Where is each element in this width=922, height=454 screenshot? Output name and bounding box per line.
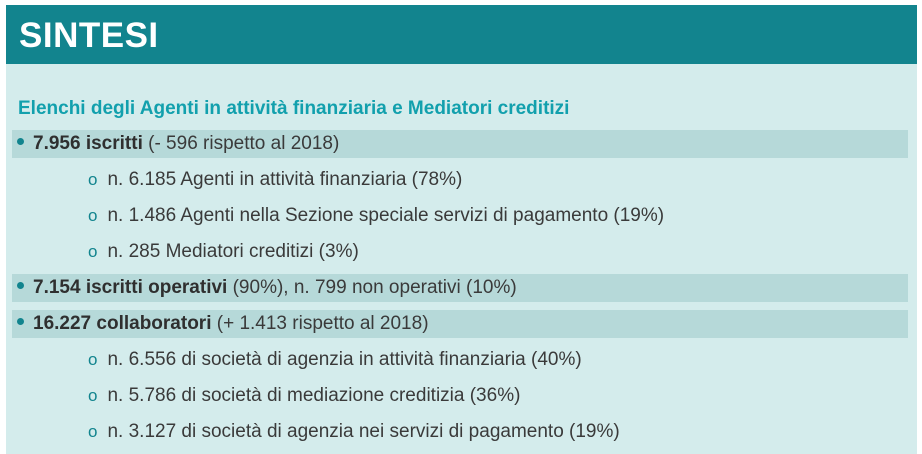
section-subtitle: Elenchi degli Agenti in attività finanzi… bbox=[18, 98, 570, 119]
item-detail: (90%), n. 799 non operativi (10%) bbox=[227, 277, 517, 298]
sub-item-text: n. 1.486 Agenti nella Sezione speciale s… bbox=[107, 205, 665, 226]
bullet-icon bbox=[17, 318, 24, 326]
sub-item-text: n. 6.185 Agenti in attività finanziaria … bbox=[107, 169, 463, 190]
summary-item-operative: 7.154 iscritti operativi (90%), n. 799 n… bbox=[12, 274, 908, 302]
circle-bullet-icon: o bbox=[88, 206, 98, 225]
sub-item-text: n. 6.556 di società di agenzia in attivi… bbox=[107, 349, 582, 370]
item-highlight: 7.956 iscritti bbox=[33, 133, 143, 154]
bullet-icon bbox=[17, 282, 24, 290]
item-highlight: 7.154 iscritti operativi bbox=[33, 277, 228, 298]
sub-item: o n. 1.486 Agenti nella Sezione speciale … bbox=[88, 202, 664, 230]
bullet-icon bbox=[17, 138, 24, 146]
sub-item: o n. 285 Mediatori creditizi (3%) bbox=[88, 238, 359, 266]
item-detail: (+ 1.413 rispetto al 2018) bbox=[211, 313, 429, 334]
sub-item: o n. 3.127 di società di agenzia nei serv… bbox=[88, 418, 620, 446]
item-highlight: 16.227 collaboratori bbox=[33, 313, 212, 334]
sub-item-text: n. 5.786 di società di mediazione credit… bbox=[107, 385, 521, 406]
circle-bullet-icon: o bbox=[88, 386, 98, 405]
circle-bullet-icon: o bbox=[88, 350, 98, 369]
sub-item: o n. 6.185 Agenti in attività finanziaria… bbox=[88, 166, 462, 194]
sub-item-text: n. 3.127 di società di agenzia nei servi… bbox=[107, 421, 620, 442]
circle-bullet-icon: o bbox=[88, 170, 98, 189]
summary-item-collaborators: 16.227 collaboratori (+ 1.413 rispetto a… bbox=[12, 310, 908, 338]
item-detail: (- 596 rispetto al 2018) bbox=[142, 133, 340, 154]
summary-item-registered: 7.956 iscritti (- 596 rispetto al 2018) bbox=[12, 130, 908, 158]
header-bar: SINTESI bbox=[6, 5, 917, 64]
sub-item: o n. 5.786 di società di mediazione credi… bbox=[88, 382, 520, 410]
sub-item-text: n. 285 Mediatori creditizi (3%) bbox=[107, 241, 359, 262]
sub-item: o n. 6.556 di società di agenzia in attiv… bbox=[88, 346, 582, 374]
page-title: SINTESI bbox=[19, 16, 159, 55]
circle-bullet-icon: o bbox=[88, 422, 98, 441]
summary-panel: Elenchi degli Agenti in attività finanzi… bbox=[6, 64, 917, 454]
circle-bullet-icon: o bbox=[88, 242, 98, 261]
